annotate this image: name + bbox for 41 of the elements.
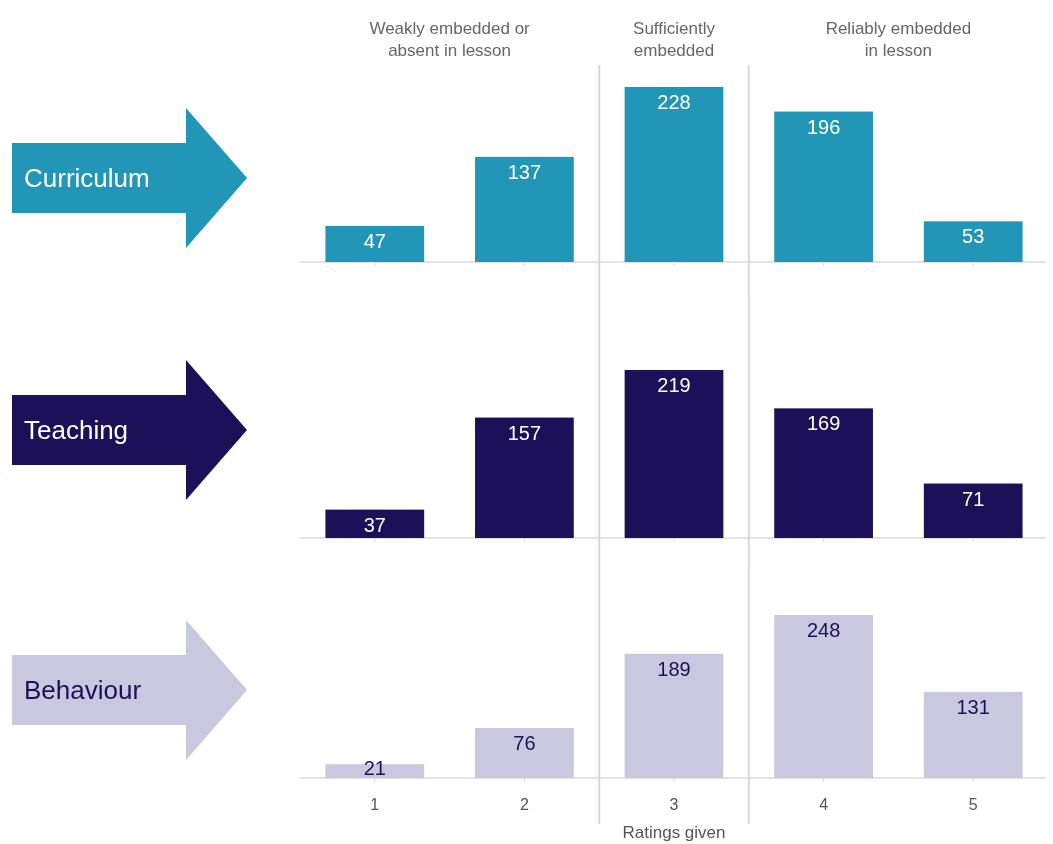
x-tick-label: 3 [669, 796, 679, 813]
bar [325, 509, 425, 538]
data-label: 189 [657, 657, 691, 680]
data-label: 71 [962, 487, 985, 510]
text: Curriculum [24, 163, 150, 193]
bar [923, 221, 1023, 262]
data-label: 21 [363, 757, 386, 779]
data-label: 169 [806, 412, 841, 435]
data-label: 47 [363, 229, 386, 252]
x-axis-title: Ratings given [622, 823, 726, 842]
x-tick-label: 2 [519, 796, 529, 813]
x-tick-label: 4 [819, 796, 829, 813]
bar [774, 408, 873, 538]
text: Teaching [24, 415, 129, 445]
bar [325, 225, 425, 262]
text: Reliably embedded in lesson [825, 19, 972, 60]
bar [923, 483, 1023, 538]
data-label: 248 [806, 619, 841, 641]
data-label: 37 [363, 513, 386, 536]
bar [923, 691, 1023, 778]
bar [475, 417, 574, 538]
text: Weakly embedded or absent in lesson [369, 19, 531, 60]
bar [475, 728, 574, 778]
data-label: 76 [513, 732, 536, 755]
data-label: 131 [956, 695, 990, 718]
data-label: 157 [507, 421, 542, 444]
data-label: 228 [657, 91, 691, 113]
bar [774, 111, 873, 262]
text: Behaviour [24, 675, 142, 705]
bar [624, 370, 724, 538]
bar [624, 87, 724, 262]
bar [624, 653, 724, 778]
x-tick-label: 1 [370, 796, 380, 813]
bar [475, 156, 574, 262]
bar [774, 615, 873, 778]
data-label: 137 [507, 160, 542, 183]
data-label: 219 [657, 374, 691, 396]
data-label: 53 [962, 225, 985, 248]
data-label: 196 [806, 115, 841, 138]
x-tick-label: 5 [968, 796, 978, 813]
text: Sufficiently embedded [633, 19, 716, 60]
